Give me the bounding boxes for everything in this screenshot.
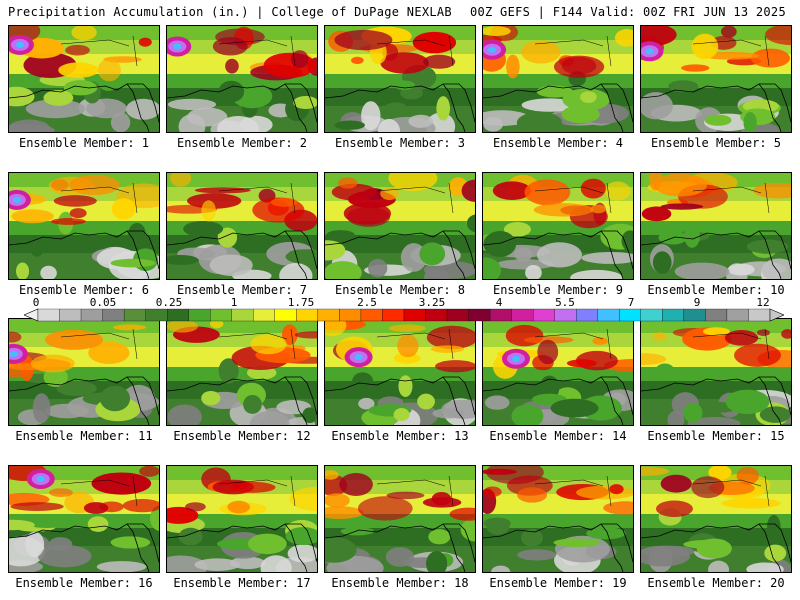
ensemble-member-label: Ensemble Member: 16 (15, 576, 153, 590)
colorbar-swatch (683, 308, 706, 322)
ensemble-member-label: Ensemble Member: 7 (176, 283, 308, 297)
map-title: Precipitation Accumulation (in.) | Colle… (8, 5, 452, 19)
model-run-info: 00Z GEFS | F144 Valid: 00Z FRI JUN 13 20… (469, 5, 786, 19)
ensemble-member-label: Ensemble Member: 18 (331, 576, 469, 590)
ensemble-member-map (324, 172, 476, 280)
colorbar-swatch (210, 308, 232, 322)
colorbar-swatch (748, 308, 771, 322)
ensemble-member-map (482, 172, 634, 280)
colorbar-swatch (296, 308, 319, 322)
colorbar-swatch (511, 308, 534, 322)
colorbar-swatch (382, 308, 405, 322)
precipitation-colorbar (24, 308, 784, 322)
ensemble-member-label: Ensemble Member: 4 (492, 136, 624, 150)
ensemble-member-map (640, 25, 792, 133)
colorbar-swatch (339, 308, 362, 322)
colorbar-swatch (145, 308, 168, 322)
ensemble-member-map (8, 172, 160, 280)
colorbar-swatch (253, 308, 275, 322)
colorbar-tick-label: 5.5 (555, 296, 575, 309)
colorbar-left-arrow (24, 308, 39, 322)
colorbar-swatch (188, 308, 211, 322)
colorbar-tick-label: 7 (627, 296, 635, 309)
colorbar-swatch (446, 308, 469, 322)
ensemble-member-label: Ensemble Member: 5 (650, 136, 782, 150)
ensemble-member-label: Ensemble Member: 17 (173, 576, 311, 590)
colorbar-swatch (576, 308, 598, 322)
colorbar-swatch (554, 308, 577, 322)
colorbar-swatch (403, 308, 426, 322)
colorbar-swatch (619, 308, 641, 322)
colorbar-swatch (167, 308, 189, 322)
colorbar-swatch (597, 308, 620, 322)
colorbar-swatch (726, 308, 749, 322)
ensemble-member-map (324, 465, 476, 573)
colorbar-right-arrow (769, 308, 784, 322)
ensemble-member-label: Ensemble Member: 2 (176, 136, 308, 150)
ensemble-member-map (482, 465, 634, 573)
colorbar-tick-label: 4 (495, 296, 503, 309)
ensemble-member-map (166, 318, 318, 426)
colorbar-swatch (533, 308, 555, 322)
colorbar-swatch (489, 308, 512, 322)
ensemble-member-map (324, 318, 476, 426)
ensemble-member-map (8, 25, 160, 133)
ensemble-member-label: Ensemble Member: 20 (647, 576, 785, 590)
ensemble-member-map (640, 465, 792, 573)
ensemble-member-label: Ensemble Member: 3 (334, 136, 466, 150)
colorbar-swatch (102, 308, 125, 322)
ensemble-member-label: Ensemble Member: 15 (647, 429, 785, 443)
colorbar-swatch (705, 308, 728, 322)
colorbar-swatch (468, 308, 491, 322)
ensemble-member-label: Ensemble Member: 19 (489, 576, 627, 590)
colorbar-tick-label: 9 (693, 296, 701, 309)
colorbar-swatch (274, 308, 297, 322)
ensemble-member-map (166, 25, 318, 133)
ensemble-member-map (640, 318, 792, 426)
ensemble-member-map (8, 465, 160, 573)
colorbar-tick-label: 0 (32, 296, 40, 309)
ensemble-member-map (482, 318, 634, 426)
ensemble-member-map (8, 318, 160, 426)
ensemble-member-map (166, 465, 318, 573)
ensemble-member-map (482, 25, 634, 133)
ensemble-member-label: Ensemble Member: 11 (15, 429, 153, 443)
colorbar-swatch (360, 308, 383, 322)
colorbar-swatch (231, 308, 254, 322)
colorbar-swatch (425, 308, 448, 322)
colorbar-swatch (59, 308, 82, 322)
colorbar-tick-label: 3.25 (418, 296, 446, 309)
colorbar-swatch (662, 308, 685, 322)
ensemble-member-label: Ensemble Member: 12 (173, 429, 311, 443)
colorbar-swatch (37, 308, 60, 322)
colorbar-swatch (640, 308, 663, 322)
colorbar-swatch (317, 308, 340, 322)
ensemble-member-map (166, 172, 318, 280)
ensemble-member-label: Ensemble Member: 10 (647, 283, 785, 297)
ensemble-member-map (324, 25, 476, 133)
colorbar-tick-label: 1.75 (287, 296, 315, 309)
colorbar-swatch (80, 308, 103, 322)
ensemble-member-label: Ensemble Member: 1 (18, 136, 150, 150)
colorbar-tick-label: 0.05 (89, 296, 117, 309)
ensemble-member-label: Ensemble Member: 9 (492, 283, 624, 297)
ensemble-member-map (640, 172, 792, 280)
ensemble-member-label: Ensemble Member: 8 (334, 283, 466, 297)
colorbar-tick-label: 0.25 (155, 296, 183, 309)
ensemble-member-label: Ensemble Member: 6 (18, 283, 150, 297)
colorbar-tick-label: 2.5 (357, 296, 377, 309)
ensemble-member-label: Ensemble Member: 13 (331, 429, 469, 443)
colorbar-tick-label: 12 (756, 296, 770, 309)
ensemble-member-label: Ensemble Member: 14 (489, 429, 627, 443)
colorbar-swatch (123, 308, 146, 322)
colorbar-tick-label: 1 (230, 296, 238, 309)
